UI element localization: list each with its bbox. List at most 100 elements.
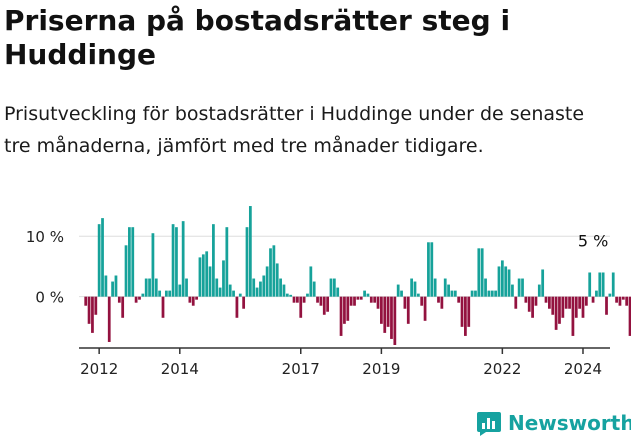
bar [248,206,252,297]
bar [511,284,514,297]
bar [551,296,555,315]
bar [322,296,326,315]
bar [356,296,360,300]
bar [383,296,387,333]
bar [467,296,471,327]
bar [413,281,417,297]
bar [252,278,256,297]
bar [148,278,151,297]
bar [131,227,135,297]
bar [628,296,631,336]
bar [154,278,158,297]
bar [621,296,625,300]
bar [151,233,155,297]
bar [497,266,501,297]
bar [584,296,588,306]
bar [215,278,219,297]
bar [114,275,118,297]
bar [222,260,225,297]
bar [507,269,511,297]
bar [443,278,447,297]
bar [544,296,548,303]
bar [480,248,484,297]
bar [369,296,373,303]
bar [104,275,108,297]
annotation-label: 5 % [578,231,608,250]
bar [474,290,477,297]
bar [302,296,306,303]
bar [416,293,420,297]
brand-name: Newsworthy [508,411,631,435]
bar [393,296,397,345]
bar [279,278,282,297]
bar [363,290,366,297]
bar [101,218,104,297]
bar [141,293,145,297]
bar [591,296,595,303]
x-tick-label: 2012 [80,360,118,378]
bar [232,290,235,297]
bar [598,272,602,297]
bar [188,296,192,303]
bar [259,281,262,297]
x-tick-label: 2014 [161,360,199,378]
bar [453,290,457,297]
bar [198,257,202,297]
bar [611,272,615,297]
bar [490,290,494,297]
bar [470,290,474,297]
bar [164,290,168,297]
bar [121,296,125,318]
bar [171,224,175,297]
bar [541,269,545,297]
bar [218,287,222,297]
bar [574,296,578,318]
bar [564,296,568,309]
bar [396,284,400,297]
bar [158,290,162,297]
bar [175,227,178,297]
bar [494,290,498,297]
bar [275,263,279,297]
bar [595,290,598,297]
bar [353,296,356,306]
bar [615,296,618,303]
brand-logo[interactable]: Newsworthy [476,408,631,438]
bar [296,296,299,303]
bar-series [84,206,631,345]
bar [386,296,390,327]
bar [524,296,528,303]
bar [517,278,521,297]
bar [144,278,148,297]
x-tick-label: 2017 [282,360,320,378]
bar [534,296,538,306]
bar [292,296,296,303]
bar [329,278,333,297]
bar [410,278,414,297]
page-subtitle: Prisutveckling för bostadsrätter i Huddi… [4,103,585,157]
bar [111,281,114,297]
bar [84,296,88,306]
bar [245,227,249,297]
bar [605,296,608,315]
bar [406,296,410,324]
y-tick-label: 0 % [35,289,64,307]
bar [235,296,239,318]
bar [91,296,94,333]
bar [437,296,440,303]
bar [571,296,575,336]
bar [272,245,276,297]
bar [457,296,461,303]
bar [191,296,195,306]
bar [161,296,165,318]
bar [561,296,565,318]
bar [185,278,188,297]
bar [625,296,629,306]
bar [242,296,246,309]
bar [359,296,363,300]
bar [306,293,309,297]
bar [349,296,353,306]
bar [460,296,464,327]
bar [208,266,212,297]
